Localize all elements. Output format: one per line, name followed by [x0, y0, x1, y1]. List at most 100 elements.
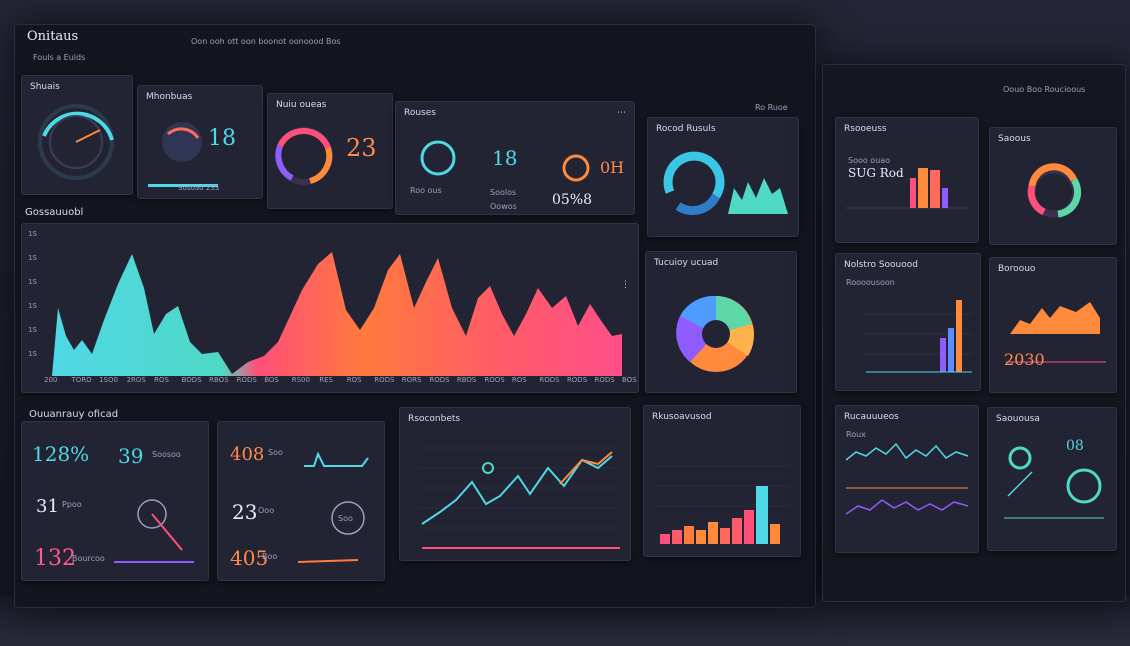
x-tick-label: RS00: [291, 376, 310, 384]
right-header[interactable]: Oouo Boo Roucioous: [1003, 85, 1086, 94]
stats-panel-2[interactable]: 408 Soo 23 Ooo 405 Boo Soo: [217, 421, 385, 581]
ring-label: Soo: [338, 514, 353, 523]
right-bars-panel[interactable]: Nolstro Soouood Roooousoon: [835, 253, 981, 391]
panel-title: Rucauuueos: [844, 412, 899, 422]
main-monitor: Onitaus Fouls a Eulds Oon ooh ott oon bo…: [14, 24, 816, 608]
line-chart: [418, 447, 620, 549]
x-tick-label: 200: [44, 376, 58, 384]
dial-value: 18: [208, 126, 236, 151]
panel-title: Rkusoavusod: [652, 412, 712, 422]
stat2-label-1: Soo: [268, 448, 283, 457]
x-tick-label: TORO: [71, 376, 92, 384]
panel-title: Rouses: [404, 108, 436, 118]
dial-chart: [148, 122, 218, 187]
panel-title: Rsoconbets: [408, 414, 461, 424]
y-tick-label: 1S: [28, 350, 37, 358]
right-ring-panel[interactable]: Saoous: [989, 127, 1117, 245]
kpi-value: 18: [492, 146, 518, 170]
x-tick-label: ROOS: [484, 376, 505, 384]
bar-chart-panel[interactable]: Rkusoavusod: [643, 405, 801, 557]
stat-value-2: 39: [118, 444, 144, 468]
kpi-dials: [420, 140, 590, 182]
x-tick-label: RODS: [594, 376, 615, 384]
gauge-panel-2[interactable]: Mhonbuas 18 Susoad 2SS: [137, 85, 263, 199]
area-value: 2030: [1004, 350, 1045, 369]
gauge-panel-1[interactable]: Shuais: [21, 75, 133, 195]
y-tick-label: 1S: [28, 230, 37, 238]
stat-gauge: [114, 499, 194, 563]
stat-value-4: 132: [34, 546, 76, 571]
kpi-label-b: Soolos: [490, 188, 517, 197]
row3-header: Ouuanrauy oficad: [29, 409, 119, 420]
x-tick-label: BOS: [622, 376, 637, 384]
panel-title: Saouousa: [996, 414, 1040, 424]
x-tick-label: ROS: [154, 376, 169, 384]
toolbar-text[interactable]: Oon ooh ott oon boonot oonoood Bos: [191, 37, 341, 46]
x-tick-label: BOS: [264, 376, 279, 384]
right-dial-panel[interactable]: Saouousa 08: [987, 407, 1117, 551]
donut-area-panel[interactable]: Rocod Rusuls: [647, 117, 799, 237]
stat2-value-1: 408: [230, 444, 265, 465]
x-tick-label: RODS: [429, 376, 450, 384]
stat-label-2: Soosoo: [152, 450, 181, 459]
y-tick-label: 1S: [28, 278, 37, 286]
right-line-panel[interactable]: Rucauuueos Roux: [835, 405, 979, 553]
right-monitor: Oouo Boo Roucioous Rsooeuss Sooo ouao SU…: [822, 64, 1126, 602]
right-line-chart: [845, 442, 969, 515]
pie-panel[interactable]: Tucuioy ucuad: [645, 251, 797, 393]
right-bar-chart: [846, 168, 968, 209]
panel-value: SUG Rod: [848, 166, 904, 180]
kpi-panel[interactable]: Rouses ⋯ 18 Roo ous Soolos 0H 05%8 Oowos: [395, 101, 635, 215]
x-tick-label: RODS: [374, 376, 395, 384]
panel-title: Boroouo: [998, 264, 1036, 274]
big-area-chart-panel[interactable]: ⋮ 200 TORO 1SO0 2ROS ROS BODS RBOS RODS BOS RS00 R…: [21, 223, 639, 393]
kpi-label-c: Oowos: [490, 202, 517, 211]
stat2-label-2: Ooo: [258, 506, 275, 515]
stat2-value-3: 405: [230, 546, 269, 570]
chart-menu-icon[interactable]: ⋮: [621, 280, 630, 290]
y-tick-label: 1S: [28, 326, 37, 334]
x-tick-label: RODS: [566, 376, 588, 384]
gauge-ring-chart: [38, 104, 114, 180]
x-tick-label: ROS: [511, 376, 527, 384]
right-bars-chart: [866, 300, 972, 373]
x-tick-label: BODS: [181, 376, 202, 384]
x-tick-label: RBOS: [456, 376, 477, 384]
donut-area-chart: [663, 151, 788, 216]
right-area-panel[interactable]: Boroouo 2030: [989, 257, 1117, 393]
kpi-value-2: 0H: [600, 158, 625, 177]
right-dial-chart: [1004, 446, 1104, 519]
bar-chart: [654, 465, 792, 544]
more-icon[interactable]: ⋯: [617, 108, 626, 118]
x-tick-label: 2ROS: [126, 376, 146, 384]
big-chart-title: Gossauuobl: [25, 207, 84, 218]
panel-subtitle: Sooo ouao: [848, 156, 891, 165]
panel-title: Tucuioy ucuad: [654, 258, 719, 268]
panel-title: Mhonbuas: [146, 92, 193, 102]
stat2-value-2: 23: [232, 500, 258, 524]
ring-panel[interactable]: Nuiu oueas 23: [267, 93, 393, 209]
app-subtitle: Fouls a Eulds: [33, 53, 86, 62]
ring-chart: [275, 127, 333, 185]
panel-title: Rocod Rusuls: [656, 124, 716, 134]
stat-label-4: Bourcoo: [72, 554, 105, 563]
kpi-percent: 05%8: [552, 192, 593, 208]
x-tick-label: RES: [319, 376, 333, 384]
dial-value: 08: [1066, 438, 1084, 454]
right-bar-panel[interactable]: Rsooeuss Sooo ouao SUG Rod: [835, 117, 979, 243]
stats-panel-1[interactable]: 128% 39 Soosoo 31 Ppoo 132 Bourcoo: [21, 421, 209, 581]
panel-title: Saoous: [998, 134, 1031, 144]
kpi-label-a: Roo ous: [410, 186, 442, 195]
stat2-label-3: Boo: [262, 552, 278, 561]
x-tick-label: RORS: [401, 376, 422, 384]
big-area-chart: [52, 252, 622, 376]
panel-sub: Roux: [846, 430, 866, 439]
line-chart-panel[interactable]: Rsoconbets: [399, 407, 631, 561]
x-tick-label: 1SO0: [99, 376, 118, 384]
panel-sub: Roooousoon: [846, 278, 895, 287]
panel-title: Shuais: [30, 82, 60, 92]
header-right[interactable]: Ro Ruoe: [755, 103, 788, 112]
ring-value: 23: [346, 134, 377, 162]
y-tick-label: 1S: [28, 302, 37, 310]
app-title: Onitaus: [27, 29, 79, 44]
